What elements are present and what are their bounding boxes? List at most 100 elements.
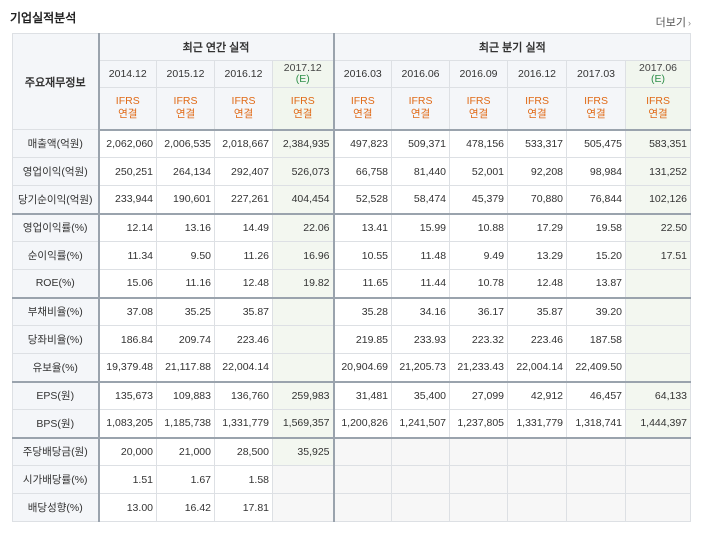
- value-cell: 12.48: [507, 269, 568, 298]
- value-cell: 21,205.73: [391, 353, 451, 382]
- accounting-standard-header: IFRS 연결: [625, 87, 692, 131]
- value-cell: 1,185,738: [156, 409, 215, 438]
- value-cell: 11.34: [98, 241, 157, 270]
- value-cell: 10.55: [332, 241, 393, 270]
- value-cell: [566, 436, 627, 466]
- value-cell: 186.84: [98, 325, 157, 354]
- value-cell: 17.81: [214, 493, 273, 522]
- value-cell: 52,528: [332, 185, 393, 214]
- value-cell: 131,252: [625, 157, 692, 186]
- chevron-right-icon: ›: [688, 18, 691, 28]
- value-cell: 20,904.69: [332, 353, 393, 382]
- value-cell: 35.87: [214, 296, 273, 326]
- value-cell: 22,004.14: [214, 353, 273, 382]
- value-cell: 13.29: [507, 241, 568, 270]
- period-header: 2015.12: [156, 60, 215, 88]
- value-cell: 37.08: [98, 296, 157, 326]
- value-cell: [449, 465, 509, 494]
- value-cell: 1.51: [98, 465, 157, 494]
- value-cell: 2,062,060: [98, 129, 157, 158]
- value-cell: 2,018,667: [214, 129, 273, 158]
- value-cell: 11.26: [214, 241, 273, 270]
- value-cell: 1,444,397: [625, 409, 692, 438]
- value-cell: 264,134: [156, 157, 215, 186]
- value-cell: [625, 436, 692, 466]
- corner-label: 주요재무정보: [12, 33, 100, 130]
- value-cell: [271, 465, 335, 494]
- value-cell: 35,400: [391, 380, 451, 410]
- value-cell: 20,000: [98, 436, 157, 466]
- table-row: 영업이익(억원) 250,251 264,134 292,407 526,073 66,7…: [12, 157, 692, 186]
- consolidated-label: 연결: [175, 108, 196, 121]
- value-cell: 70,880: [507, 185, 568, 214]
- table-row: 당기순이익(억원) 233,944 190,601 227,261 404,454 52,…: [12, 185, 692, 214]
- value-cell: 13.16: [156, 212, 215, 242]
- estimate-marker: (E): [295, 73, 310, 85]
- value-cell: 34.16: [391, 296, 451, 326]
- ifrs-label: IFRS: [231, 95, 256, 108]
- value-cell: [625, 493, 692, 522]
- consolidated-label: 연결: [586, 108, 606, 121]
- value-cell: 64,133: [625, 380, 692, 410]
- period-label: 2016.03: [343, 68, 382, 80]
- value-cell: 250,251: [98, 157, 157, 186]
- value-cell: 19,379.48: [98, 353, 157, 382]
- value-cell: 13.00: [98, 493, 157, 522]
- ifrs-label: IFRS: [466, 95, 491, 108]
- value-cell: 19.82: [271, 269, 335, 298]
- value-cell: 92,208: [507, 157, 568, 186]
- accounting-standard-header: IFRS 연결: [98, 87, 157, 131]
- row-label: 부채비율(%): [12, 296, 100, 326]
- value-cell: 219.85: [332, 325, 393, 354]
- period-label: 2017.12: [283, 62, 322, 74]
- value-cell: 21,117.88: [156, 353, 215, 382]
- value-cell: 35.87: [507, 296, 568, 326]
- ifrs-label: IFRS: [525, 95, 549, 108]
- value-cell: 404,454: [271, 185, 335, 214]
- section-title: 기업실적분석: [10, 11, 77, 25]
- value-cell: 583,351: [625, 129, 692, 158]
- row-label: 유보율(%): [12, 353, 100, 382]
- value-cell: [271, 296, 335, 326]
- accounting-standard-header: IFRS 연결: [332, 87, 393, 131]
- period-label: 2016.06: [401, 68, 440, 80]
- value-cell: 22,004.14: [507, 353, 568, 382]
- value-cell: 19.58: [566, 212, 627, 242]
- row-label: ROE(%): [12, 269, 100, 298]
- period-label: 2016.12: [224, 68, 263, 80]
- ifrs-label: IFRS: [290, 95, 315, 108]
- table-row: 매출액(억원) 2,062,060 2,006,535 2,018,667 2,384,…: [12, 129, 692, 158]
- more-link[interactable]: 더보기 ›: [656, 14, 691, 30]
- period-header: 2017.12 (E): [271, 60, 335, 88]
- value-cell: 12.48: [214, 269, 273, 298]
- value-cell: 39.20: [566, 296, 627, 326]
- value-cell: [625, 353, 692, 382]
- estimate-marker: (E): [651, 73, 666, 85]
- row-label: 매출액(억원): [12, 129, 100, 158]
- value-cell: 223.46: [214, 325, 273, 354]
- ifrs-label: IFRS: [115, 95, 140, 108]
- value-cell: 1.58: [214, 465, 273, 494]
- value-cell: [332, 436, 393, 466]
- value-cell: 27,099: [449, 380, 509, 410]
- value-cell: 98,984: [566, 157, 627, 186]
- consolidated-label: 연결: [293, 108, 313, 121]
- value-cell: 136,760: [214, 380, 273, 410]
- table-row: 순이익률(%) 11.34 9.50 11.26 16.96 10.55 11.48 9.49…: [12, 241, 692, 270]
- value-cell: [449, 436, 509, 466]
- value-cell: 46,457: [566, 380, 627, 410]
- value-cell: [507, 436, 568, 466]
- period-label: 2017.03: [577, 68, 616, 80]
- table-row: 배당성향(%) 13.00 16.42 17.81: [12, 493, 692, 522]
- ifrs-label: IFRS: [408, 95, 433, 108]
- row-label: 영업이익률(%): [12, 212, 100, 242]
- value-cell: 11.65: [332, 269, 393, 298]
- value-cell: 17.51: [625, 241, 692, 270]
- value-cell: 21,000: [156, 436, 215, 466]
- value-cell: 21,233.43: [449, 353, 509, 382]
- value-cell: 1,200,826: [332, 409, 393, 438]
- value-cell: [271, 325, 335, 354]
- value-cell: 526,073: [271, 157, 335, 186]
- period-label: 2016.12: [518, 68, 557, 80]
- row-label: 영업이익(억원): [12, 157, 100, 186]
